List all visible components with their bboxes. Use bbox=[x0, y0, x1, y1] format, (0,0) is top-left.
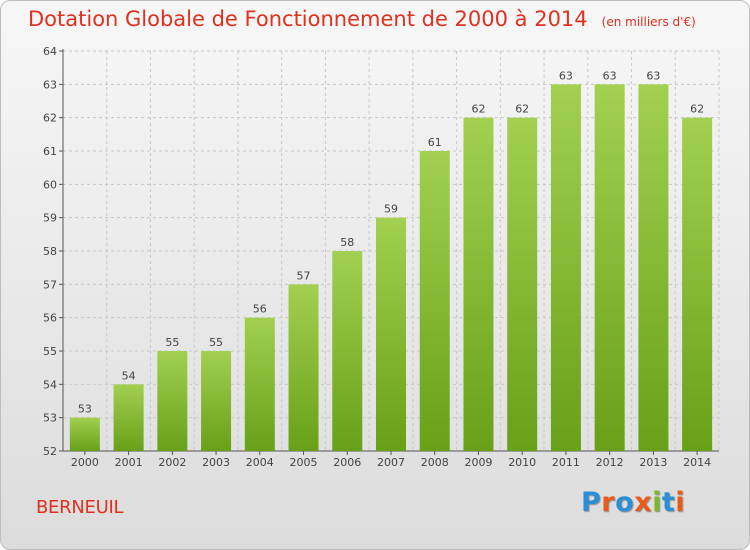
bar-2003 bbox=[201, 351, 232, 451]
x-tick-label: 2014 bbox=[683, 456, 711, 469]
chart-title: Dotation Globale de Fonctionnement de 20… bbox=[28, 7, 588, 31]
bar-2012 bbox=[594, 84, 625, 451]
data-label: 63 bbox=[603, 69, 617, 82]
bar-2001 bbox=[113, 384, 144, 451]
bar-2000 bbox=[69, 417, 100, 451]
x-tick-label: 2005 bbox=[290, 456, 318, 469]
data-label: 62 bbox=[690, 103, 704, 116]
bar-2014 bbox=[682, 117, 713, 452]
commune-name: BERNEUIL bbox=[36, 497, 124, 518]
y-tick-label: 62 bbox=[43, 112, 57, 125]
bar-2009 bbox=[463, 117, 494, 452]
x-tick-label: 2001 bbox=[115, 456, 143, 469]
y-tick-label: 61 bbox=[43, 145, 57, 158]
data-label: 53 bbox=[78, 403, 92, 416]
x-tick-label: 2000 bbox=[71, 456, 99, 469]
chart-subtitle: (en milliers d'€) bbox=[601, 15, 696, 29]
x-tick-label: 2004 bbox=[246, 456, 274, 469]
y-tick-label: 52 bbox=[43, 445, 57, 458]
y-tick-label: 59 bbox=[43, 212, 57, 225]
y-tick-label: 60 bbox=[43, 178, 57, 191]
y-tick-label: 55 bbox=[43, 345, 57, 358]
y-tick-label: 58 bbox=[43, 245, 57, 258]
logo-letter: P bbox=[581, 487, 602, 518]
title-row: Dotation Globale de Fonctionnement de 20… bbox=[28, 7, 696, 31]
x-tick-label: 2002 bbox=[158, 456, 186, 469]
data-label: 57 bbox=[297, 269, 311, 282]
data-label: 55 bbox=[165, 336, 179, 349]
bar-2005 bbox=[288, 284, 319, 451]
y-tick-label: 54 bbox=[43, 378, 57, 391]
data-label: 61 bbox=[428, 136, 442, 149]
bars bbox=[69, 84, 713, 452]
data-label: 54 bbox=[122, 369, 136, 382]
proxiti-logo: Proxiti bbox=[581, 487, 685, 518]
logo-letter: r bbox=[601, 487, 616, 518]
data-labels: 53 54 55 55 56 57 58 59 61 62 62 63 63 63 62 bbox=[78, 69, 704, 415]
x-tick-label: 2011 bbox=[552, 456, 580, 469]
data-label: 62 bbox=[515, 103, 529, 116]
logo-letter: o bbox=[615, 487, 635, 518]
x-tick-label: 2003 bbox=[202, 456, 230, 469]
data-label: 59 bbox=[384, 203, 398, 216]
logo-letter: t bbox=[661, 487, 676, 518]
data-label: 62 bbox=[471, 103, 485, 116]
y-tick-label: 63 bbox=[43, 78, 57, 91]
bar-2013 bbox=[638, 84, 669, 451]
y-tick-label: 53 bbox=[43, 412, 57, 425]
x-tick-label: 2012 bbox=[596, 456, 624, 469]
y-tick-label: 57 bbox=[43, 278, 57, 291]
y-tick-label: 64 bbox=[43, 45, 57, 58]
data-label: 63 bbox=[559, 69, 573, 82]
bar-2007 bbox=[376, 217, 406, 451]
x-tick-label: 2009 bbox=[464, 456, 492, 469]
bar-2006 bbox=[332, 251, 363, 451]
bar-2010 bbox=[507, 117, 538, 452]
bar-2004 bbox=[244, 317, 275, 451]
x-tick-label: 2010 bbox=[508, 456, 536, 469]
y-tick-label: 56 bbox=[43, 312, 57, 325]
x-tick-label: 2013 bbox=[639, 456, 667, 469]
x-tick-label: 2006 bbox=[333, 456, 361, 469]
logo-letter: i bbox=[652, 487, 662, 518]
bar-2011 bbox=[550, 84, 581, 451]
data-label: 63 bbox=[646, 69, 660, 82]
tick-labels: 52 53 54 55 56 57 58 59 60 61 62 63 64 2000 2001 2002 20… bbox=[43, 45, 711, 469]
data-label: 58 bbox=[340, 236, 354, 249]
data-label: 56 bbox=[253, 303, 267, 316]
bar-2008 bbox=[419, 151, 450, 451]
bar-2002 bbox=[157, 351, 188, 451]
x-tick-label: 2008 bbox=[421, 456, 449, 469]
data-label: 55 bbox=[209, 336, 223, 349]
x-tick-label: 2007 bbox=[377, 456, 405, 469]
logo-letter: x bbox=[634, 487, 653, 518]
logo-letter: i bbox=[675, 487, 686, 518]
